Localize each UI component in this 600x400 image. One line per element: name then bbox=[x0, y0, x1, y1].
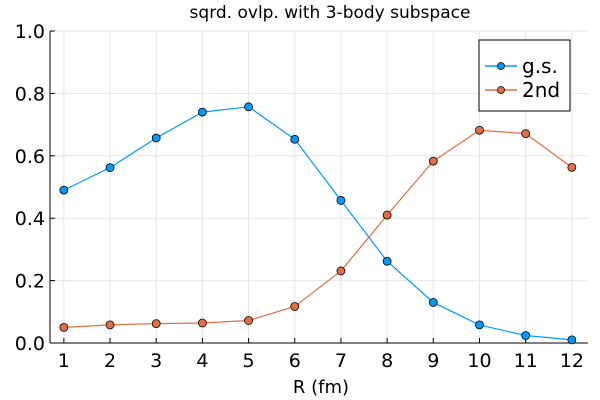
x-tick-label: 6 bbox=[289, 350, 301, 372]
data-point bbox=[521, 129, 531, 139]
data-point bbox=[105, 163, 115, 173]
x-tick-label: 11 bbox=[514, 350, 538, 372]
x-tick-label: 10 bbox=[467, 350, 491, 372]
y-tick-label: 0.6 bbox=[15, 146, 45, 168]
data-point bbox=[290, 302, 300, 311]
data-point bbox=[197, 107, 207, 117]
data-point bbox=[336, 196, 346, 205]
x-tick-label: 1 bbox=[58, 350, 70, 372]
legend-label: g.s. bbox=[522, 54, 558, 78]
series-line bbox=[63, 129, 573, 328]
data-point bbox=[244, 102, 253, 112]
x-tick-label: 3 bbox=[150, 350, 162, 372]
data-point bbox=[382, 256, 392, 266]
data-point bbox=[428, 298, 438, 307]
legend: g.s.2nd bbox=[478, 39, 571, 112]
data-point bbox=[59, 322, 69, 332]
y-tick-label: 1.0 bbox=[15, 21, 45, 43]
data-series bbox=[59, 102, 577, 345]
data-point bbox=[382, 210, 392, 220]
y-tick-label: 0.2 bbox=[15, 271, 45, 293]
x-tick-label: 5 bbox=[243, 350, 255, 372]
series-g-s- bbox=[59, 102, 577, 345]
x-tick-label: 2 bbox=[104, 350, 116, 372]
data-point bbox=[521, 331, 531, 340]
legend-marker bbox=[497, 62, 505, 70]
legend-box bbox=[478, 39, 571, 112]
x-tick-label: 12 bbox=[560, 350, 584, 372]
y-tick-label: 0.4 bbox=[15, 208, 45, 230]
x-axis-label: R (fm) bbox=[293, 377, 349, 398]
x-tick-label: 9 bbox=[427, 350, 439, 372]
data-point bbox=[197, 318, 207, 328]
chart-title: sqrd. ovlp. with 3-body subspace bbox=[190, 3, 471, 23]
data-point bbox=[105, 320, 115, 330]
data-point bbox=[428, 156, 438, 166]
legend-marker bbox=[497, 86, 505, 94]
x-tick-label: 4 bbox=[196, 350, 208, 372]
y-tick-label: 0.8 bbox=[15, 83, 45, 105]
data-point bbox=[290, 134, 300, 144]
data-point bbox=[151, 319, 161, 329]
data-point bbox=[151, 133, 161, 143]
x-tick-label: 7 bbox=[335, 350, 347, 372]
data-point bbox=[475, 320, 484, 330]
data-point bbox=[475, 125, 484, 135]
series-2nd bbox=[59, 125, 577, 332]
tick-labels: 1 2 3 4 5 6 7 8 9 10 11 120.00.20.40.60.81.0 bbox=[15, 21, 584, 372]
data-point bbox=[59, 185, 69, 195]
x-tick-label: 8 bbox=[381, 350, 393, 372]
data-point bbox=[336, 266, 346, 276]
data-point bbox=[567, 162, 577, 172]
data-point bbox=[244, 316, 253, 325]
data-point bbox=[567, 335, 577, 345]
legend-label: 2nd bbox=[522, 78, 560, 102]
y-tick-label: 0.0 bbox=[15, 333, 45, 355]
series-line bbox=[63, 106, 572, 341]
